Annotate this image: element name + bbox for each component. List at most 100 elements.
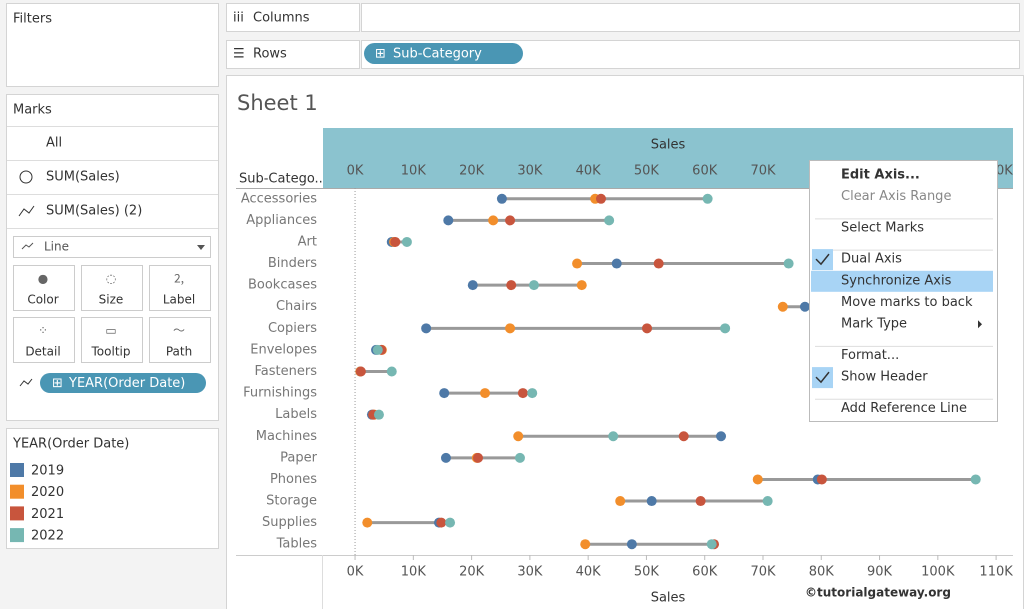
year-pill[interactable] (40, 373, 206, 393)
button-icon: ● (38, 272, 48, 286)
top-tick-label: 60K (692, 164, 718, 179)
legend-card (6, 428, 219, 549)
marks-row[interactable]: SUM(Sales) (46, 170, 120, 185)
dot (762, 496, 773, 507)
dot (706, 539, 717, 550)
top-tick-label: 70K (750, 164, 776, 179)
x-tick-label: 50K (634, 565, 660, 580)
dot (608, 431, 619, 442)
button-icon: ⁘ (38, 324, 48, 338)
mark-type-dropdown[interactable] (13, 236, 211, 258)
category-label: Tables (276, 537, 318, 552)
dot (390, 236, 401, 247)
dot (626, 539, 637, 550)
pill-label: YEAR(Order Date) (68, 376, 185, 391)
dot (386, 366, 397, 377)
x-tick-label: 110K (979, 565, 1013, 580)
dot (473, 452, 484, 463)
legend-label: 2019 (31, 464, 64, 479)
dot (611, 258, 622, 269)
x-tick-label: 20K (459, 565, 485, 580)
category-label: Accessories (241, 191, 317, 206)
button-icon: ▭ (105, 324, 116, 338)
category-label: Chairs (276, 299, 317, 314)
rows-icon: ☰ (233, 47, 245, 62)
columns-icon: iii (233, 11, 244, 26)
category-label: Furnishings (243, 386, 317, 401)
category-label: Storage (266, 494, 317, 509)
mark-button[interactable] (81, 317, 143, 363)
dot (970, 474, 981, 485)
category-label: Bookcases (248, 278, 317, 293)
dot (372, 344, 383, 355)
sheet-title: Sheet 1 (237, 91, 318, 115)
category-label: Copiers (268, 321, 317, 336)
x-tick-label: 90K (867, 565, 893, 580)
dot (517, 388, 528, 399)
dot (488, 215, 499, 226)
x-tick-label: 80K (809, 565, 835, 580)
menu-item[interactable]: Add Reference Line (841, 401, 967, 416)
mark-button[interactable] (13, 265, 75, 311)
dot (799, 301, 810, 312)
menu-item[interactable]: Show Header (841, 370, 928, 385)
pill-plus: ⊞ (52, 376, 63, 391)
button-label: Color (27, 293, 58, 307)
menu-item[interactable]: Format... (841, 348, 899, 363)
menu-highlight (811, 270, 993, 292)
category-label: Phones (270, 472, 317, 487)
mark-type: Line (44, 240, 69, 254)
menu-item[interactable]: Mark Type (841, 317, 907, 332)
menu-item[interactable]: Select Marks (841, 220, 924, 235)
submenu-arrow (978, 320, 982, 329)
watermark: ©tutorialgateway.org (805, 586, 951, 600)
legend-title: YEAR(Order Date) (12, 437, 129, 452)
button-icon: 〜 (173, 324, 185, 338)
check-mark (815, 371, 830, 384)
dot (604, 215, 615, 226)
menu-item[interactable]: Edit Axis... (841, 168, 920, 183)
x-tick-label: 10K (401, 565, 427, 580)
top-tick-label: 30K (517, 164, 543, 179)
sub-category-pill[interactable] (364, 43, 523, 64)
dot (572, 258, 583, 269)
button-icon: 🄃 (173, 272, 185, 286)
x-tick-label: 70K (750, 565, 776, 580)
mark-button[interactable] (149, 317, 211, 363)
button-label: Tooltip (91, 345, 131, 359)
dot (777, 301, 788, 312)
dot (702, 193, 713, 204)
mark-button[interactable] (81, 265, 143, 311)
x-tick-label: 0K (347, 565, 364, 580)
button-label: Detail (25, 345, 60, 359)
marks-row[interactable]: All (46, 136, 62, 151)
dot (528, 280, 539, 291)
button-label: Path (166, 345, 192, 359)
button-icon: ◌ (106, 272, 116, 286)
dot (615, 496, 626, 507)
menu-item[interactable]: Move marks to back (841, 295, 973, 310)
dot (653, 258, 664, 269)
dot (678, 431, 689, 442)
menu-item[interactable]: Dual Axis (841, 252, 902, 267)
columns-label: Columns (253, 11, 310, 26)
header-title: Sales (651, 138, 686, 153)
dot (443, 215, 454, 226)
dot (401, 236, 412, 247)
marks-row[interactable]: SUM(Sales) (2) (46, 204, 142, 219)
category-label: Envelopes (250, 342, 317, 357)
columns-shelf-label-box (226, 3, 360, 32)
top-tick-label: 0K (347, 164, 364, 179)
button-label: Size (99, 293, 124, 307)
dot (355, 366, 366, 377)
rows-label: Rows (253, 47, 287, 62)
mark-button[interactable] (13, 317, 75, 363)
menu-item: Clear Axis Range (841, 189, 951, 204)
dot (506, 280, 517, 291)
legend-swatch (10, 484, 24, 499)
menu-item[interactable]: Synchronize Axis (841, 273, 952, 288)
category-label: Paper (280, 450, 317, 465)
dot (695, 496, 706, 507)
dot (373, 409, 384, 420)
mark-button[interactable] (149, 265, 211, 311)
